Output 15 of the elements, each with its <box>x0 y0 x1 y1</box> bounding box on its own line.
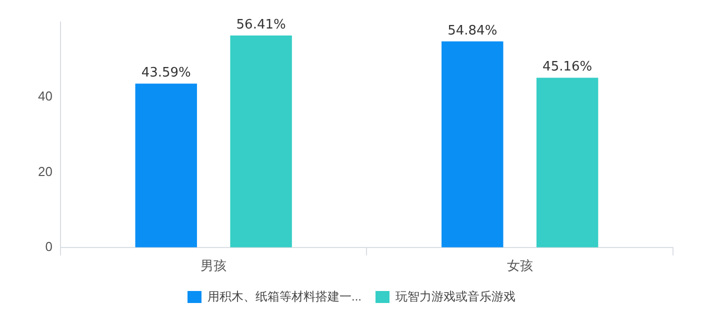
y-tick-label: 40 <box>38 88 52 104</box>
data-label: 45.16% <box>542 60 592 75</box>
bar <box>135 84 197 248</box>
y-tick-label: 20 <box>38 164 52 179</box>
data-label: 43.59% <box>141 66 191 81</box>
y-tick-label: 0 <box>45 238 52 254</box>
x-tick-label: 男孩 <box>200 258 227 273</box>
x-tick-label: 女孩 <box>506 258 533 273</box>
legend-label: 玩智力游戏或音乐游戏 <box>396 289 516 304</box>
bar <box>230 35 292 248</box>
legend-label: 用积木、纸箱等材料搭建一... <box>208 289 362 304</box>
data-label: 54.84% <box>448 23 498 38</box>
data-label: 56.41% <box>236 17 286 32</box>
bar <box>536 78 598 248</box>
bar <box>442 41 504 248</box>
